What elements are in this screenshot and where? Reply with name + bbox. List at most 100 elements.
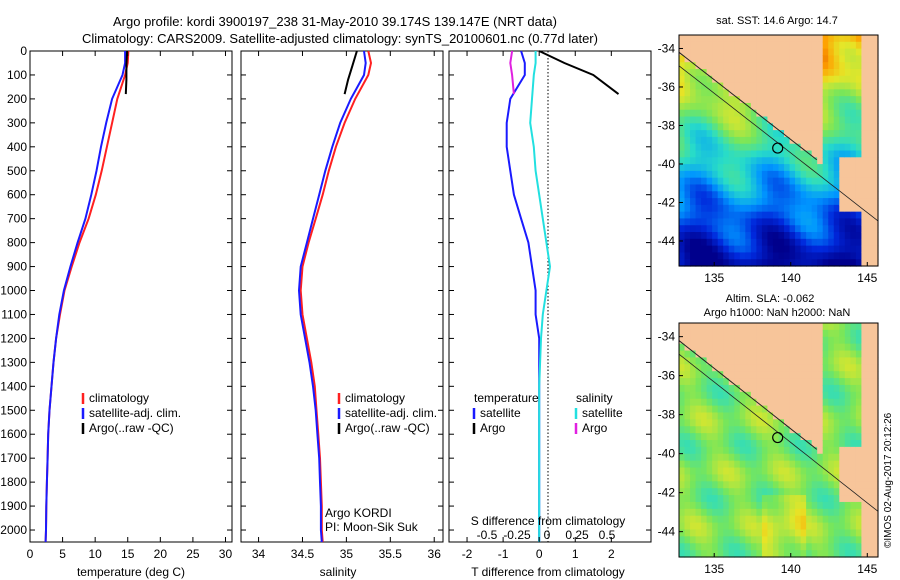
map-cell xyxy=(833,96,840,104)
map-cell xyxy=(861,170,868,179)
map-cell xyxy=(695,481,702,489)
map-cell xyxy=(723,177,730,186)
map-cell xyxy=(684,398,691,407)
map-cell xyxy=(789,343,796,352)
map-cell xyxy=(767,412,774,420)
map-cell xyxy=(728,350,735,359)
map-cell xyxy=(822,218,829,226)
salinity-difference-tick-label: -0.5 xyxy=(477,528,498,542)
map-cell xyxy=(866,398,874,407)
map-cell xyxy=(833,150,840,158)
map-cell xyxy=(833,123,840,131)
map-cell xyxy=(795,495,802,503)
map-cell xyxy=(734,204,741,213)
map-cell xyxy=(695,68,702,77)
map-cell xyxy=(795,371,802,379)
map-cell xyxy=(745,252,752,260)
map-cell xyxy=(872,123,879,131)
map-cell xyxy=(817,259,824,267)
map-cell xyxy=(712,426,719,434)
map-cell xyxy=(728,82,735,90)
map-cell xyxy=(784,501,791,510)
map-cell xyxy=(728,211,735,220)
map-cell xyxy=(756,508,763,517)
map-cell xyxy=(767,453,774,462)
map-cell xyxy=(839,433,846,441)
map-cell xyxy=(756,35,763,43)
map-cell xyxy=(684,170,691,179)
map-cell xyxy=(679,218,686,226)
map-cell xyxy=(772,543,780,551)
map-cell xyxy=(772,488,780,496)
map-cell xyxy=(866,218,874,226)
map-cell xyxy=(684,522,691,531)
map-cell xyxy=(806,82,813,90)
map-cell xyxy=(872,522,879,531)
map-cell xyxy=(767,488,774,496)
map-cell xyxy=(806,252,813,260)
map-cell xyxy=(789,184,796,192)
map-cell xyxy=(750,529,757,537)
map-cell xyxy=(855,35,863,43)
map-cell xyxy=(811,543,818,551)
map-cell xyxy=(684,116,691,124)
map-cell xyxy=(833,384,840,393)
map-cell xyxy=(806,62,813,70)
map-cell xyxy=(844,522,851,531)
map-cell xyxy=(839,245,846,254)
map-cell xyxy=(839,157,846,165)
map-cell xyxy=(717,191,724,199)
map-cell xyxy=(839,378,846,386)
map-cell xyxy=(778,536,785,544)
map-cell xyxy=(767,150,774,158)
map-cell xyxy=(784,323,791,331)
map-cell xyxy=(828,232,835,240)
map-cell xyxy=(712,543,719,551)
map-cell xyxy=(778,218,785,226)
map-cell xyxy=(767,82,774,90)
map-cell xyxy=(690,82,697,90)
map-cell xyxy=(684,204,691,213)
map-cell xyxy=(789,75,796,84)
map-cell xyxy=(850,412,857,420)
map-cell xyxy=(866,68,874,77)
map-cell xyxy=(811,96,818,104)
map-cell xyxy=(706,495,713,503)
map-cell xyxy=(717,419,724,427)
map-cell xyxy=(750,204,757,213)
map-cell xyxy=(844,453,851,462)
map-cell xyxy=(701,419,708,427)
map-cell xyxy=(811,495,818,503)
map-cell xyxy=(679,116,686,124)
map-cell xyxy=(734,364,741,372)
map-cell xyxy=(839,259,846,267)
map-cell xyxy=(745,177,752,186)
map-cell xyxy=(844,218,851,226)
map-cell xyxy=(750,384,757,393)
map-cell xyxy=(679,123,686,131)
map-cell xyxy=(772,495,780,503)
map-cell xyxy=(706,123,713,131)
map-cell xyxy=(739,109,746,118)
map-cell xyxy=(800,357,807,365)
map-cell xyxy=(767,62,774,70)
map-cell xyxy=(817,405,824,414)
map-cell xyxy=(679,371,686,379)
sst-map: sat. SST: 14.6 Argo: 14.7 135 140 145-34-3… xyxy=(658,15,879,285)
map-cell xyxy=(723,364,730,372)
map-cell xyxy=(866,75,874,84)
map-cell xyxy=(872,191,879,199)
map-cell xyxy=(778,474,785,482)
map-cell xyxy=(850,102,857,111)
map-cell xyxy=(784,75,791,84)
map-cell xyxy=(739,529,746,537)
map-cell xyxy=(861,89,868,97)
map-cell xyxy=(750,522,757,531)
map-cell xyxy=(866,232,874,240)
map-cell xyxy=(706,419,713,427)
map-cell xyxy=(817,75,824,84)
map-cell xyxy=(767,48,774,56)
map-cell xyxy=(734,329,741,338)
map-cell xyxy=(723,238,730,247)
map-cell xyxy=(778,343,785,352)
